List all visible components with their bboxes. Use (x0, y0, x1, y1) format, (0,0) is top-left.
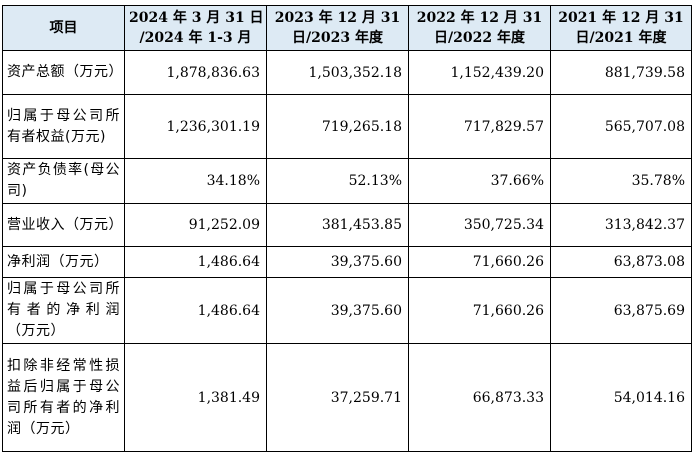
cell-value: 881,739.58 (550, 50, 692, 95)
row-label: 归属于母公司所有者权益(万元) (2, 94, 125, 159)
cell-value: 54,014.16 (550, 343, 692, 452)
cell-value: 1,486.64 (124, 246, 267, 278)
cell-value: 717,829.57 (408, 94, 551, 159)
row-label: 资产负债率(母公司) (2, 158, 125, 204)
cell-value: 719,265.18 (266, 94, 409, 159)
cell-value: 37,259.71 (266, 343, 409, 452)
header-item: 项目 (2, 5, 125, 51)
header-2023: 2023 年 12 月 31 日/2023 年度 (266, 5, 409, 51)
row-label: 净利润（万元） (2, 246, 125, 278)
table-row: 营业收入（万元） 91,252.09 381,453.85 350,725.34… (2, 203, 692, 247)
cell-value: 63,875.69 (550, 277, 692, 344)
table-row: 扣除非经常性损益后归属于母公司所有者的净利润（万元） 1,381.49 37,2… (2, 343, 692, 452)
cell-value: 1,878,836.63 (124, 50, 267, 95)
header-row: 项目 2024 年 3 月 31 日/2024 年 1-3 月 2023 年 1… (2, 5, 692, 51)
cell-value: 66,873.33 (408, 343, 551, 452)
cell-value: 313,842.37 (550, 203, 692, 247)
table-row: 资产总额（万元） 1,878,836.63 1,503,352.18 1,152… (2, 50, 692, 95)
cell-value: 1,503,352.18 (266, 50, 409, 95)
cell-value: 350,725.34 (408, 203, 551, 247)
table-row: 归属于母公司所有者权益(万元) 1,236,301.19 719,265.18 … (2, 94, 692, 159)
table-row: 净利润（万元） 1,486.64 39,375.60 71,660.26 63,… (2, 246, 692, 278)
table-row: 归属于母公司所有者的净利润（万元） 1,486.64 39,375.60 71,… (2, 277, 692, 344)
cell-value: 1,381.49 (124, 343, 267, 452)
cell-value: 52.13% (266, 158, 409, 204)
cell-value: 71,660.26 (408, 246, 551, 278)
cell-value: 63,873.08 (550, 246, 692, 278)
header-2021: 2021 年 12 月 31 日/2021 年度 (550, 5, 692, 51)
cell-value: 1,236,301.19 (124, 94, 267, 159)
cell-value: 381,453.85 (266, 203, 409, 247)
financial-data-table: 项目 2024 年 3 月 31 日/2024 年 1-3 月 2023 年 1… (2, 5, 692, 452)
cell-value: 1,152,439.20 (408, 50, 551, 95)
row-label: 资产总额（万元） (2, 50, 125, 95)
cell-value: 37.66% (408, 158, 551, 204)
row-label: 归属于母公司所有者的净利润（万元） (2, 277, 125, 344)
cell-value: 34.18% (124, 158, 267, 204)
header-2022: 2022 年 12 月 31 日/2022 年度 (408, 5, 551, 51)
cell-value: 71,660.26 (408, 277, 551, 344)
cell-value: 35.78% (550, 158, 692, 204)
cell-value: 1,486.64 (124, 277, 267, 344)
table-row: 资产负债率(母公司) 34.18% 52.13% 37.66% 35.78% (2, 158, 692, 204)
row-label: 扣除非经常性损益后归属于母公司所有者的净利润（万元） (2, 343, 125, 452)
row-label: 营业收入（万元） (2, 203, 125, 247)
cell-value: 39,375.60 (266, 277, 409, 344)
cell-value: 39,375.60 (266, 246, 409, 278)
cell-value: 91,252.09 (124, 203, 267, 247)
header-2024-q1: 2024 年 3 月 31 日/2024 年 1-3 月 (124, 5, 267, 51)
cell-value: 565,707.08 (550, 94, 692, 159)
